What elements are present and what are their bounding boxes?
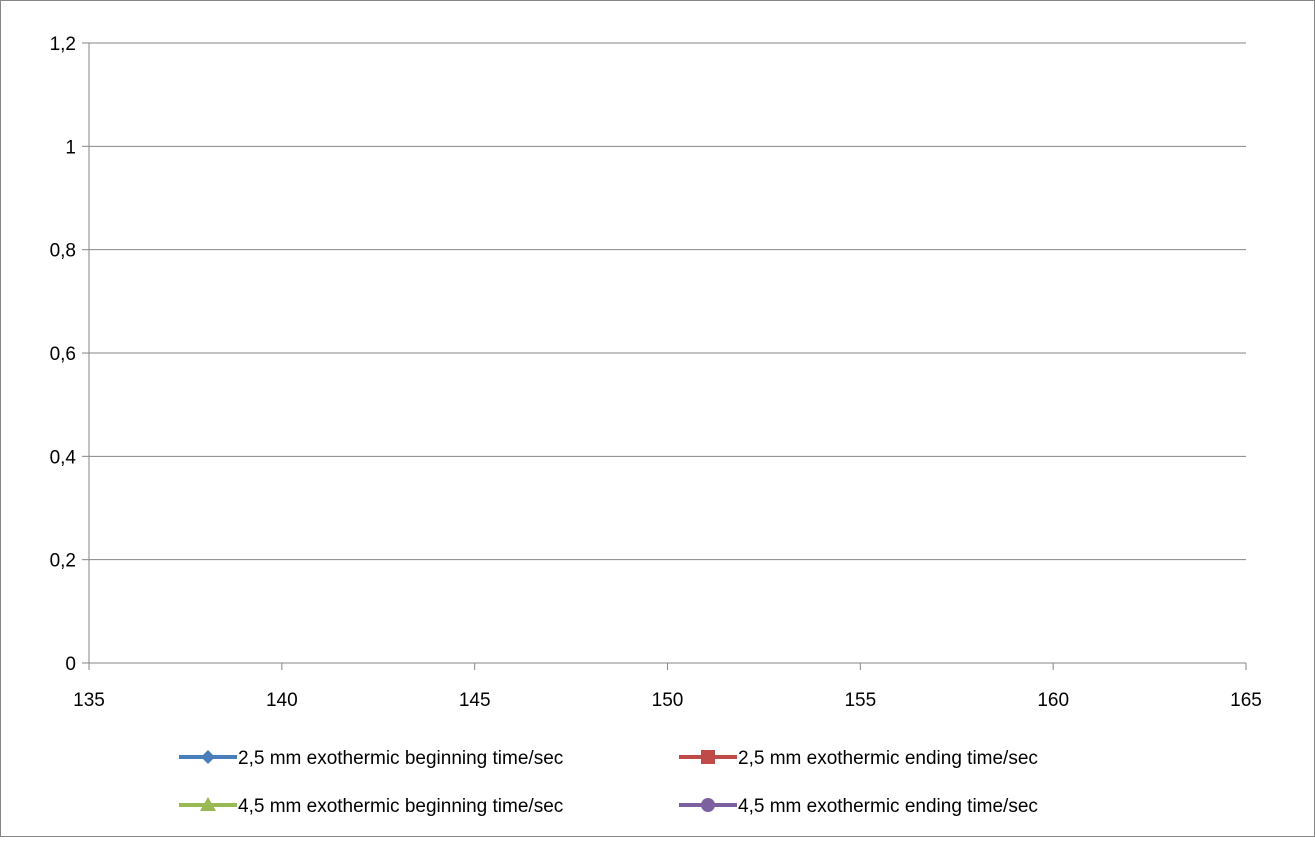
legend-item: 2,5 mm exothermic ending time/sec [679,748,1038,769]
legend-label: 2,5 mm exothermic ending time/sec [738,748,1038,769]
legend-item: 2,5 mm exothermic beginning time/sec [179,748,563,769]
y-tick-label: 0,2 [50,551,76,572]
x-tick-label: 150 [652,690,684,711]
y-tick-labels: 0 0,2 0,4 0,6 0,8 1 1,2 [50,34,77,675]
x-tick-label: 145 [459,690,491,711]
y-tick-label: 1 [65,137,76,158]
legend-circle-marker [701,798,715,812]
axes [82,42,1247,670]
legend: 2,5 mm exothermic beginning time/sec 2,5 … [179,748,1038,817]
y-tick-label: 0 [65,654,76,675]
legend-label: 4,5 mm exothermic beginning time/sec [238,796,563,817]
y-tick-label: 0,6 [50,344,76,365]
legend-diamond-marker [201,750,215,764]
y-tick-label: 0,4 [50,447,77,468]
x-tick-label: 140 [266,690,298,711]
y-tick-label: 1,2 [50,34,76,55]
legend-item: 4,5 mm exothermic beginning time/sec [179,796,563,817]
y-tick-label: 0,8 [50,241,76,262]
legend-item: 4,5 mm exothermic ending time/sec [679,796,1038,817]
legend-square-marker [701,750,715,764]
gridlines [89,42,1246,561]
legend-label: 4,5 mm exothermic ending time/sec [738,796,1038,817]
x-tick-labels: 135 140 145 150 155 160 165 [73,690,1262,711]
legend-triangle-marker [200,797,216,811]
x-tick-label: 165 [1230,690,1262,711]
x-tick-label: 135 [73,690,105,711]
x-tick-label: 155 [844,690,876,711]
x-tick-label: 160 [1037,690,1069,711]
legend-label: 2,5 mm exothermic beginning time/sec [238,748,563,769]
